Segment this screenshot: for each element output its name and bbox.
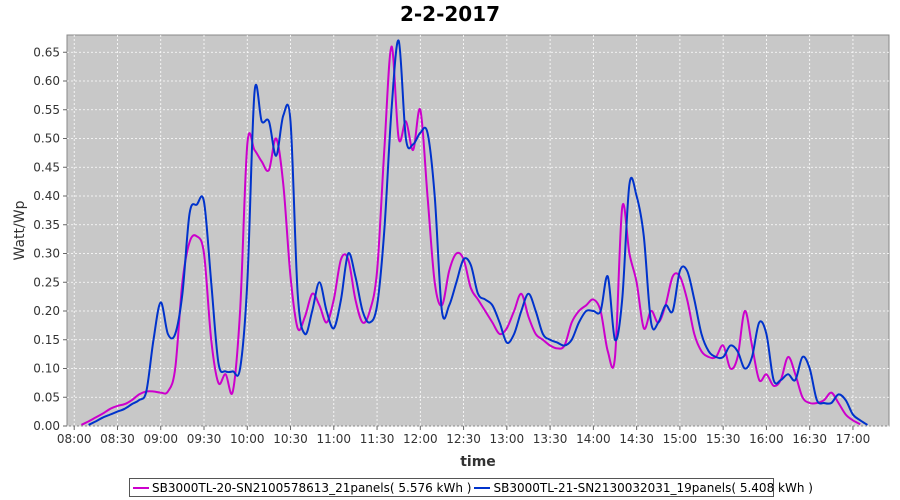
x-tick-label: 10:30 (273, 432, 308, 446)
chart-title: 2-2-2017 (399, 2, 501, 26)
y-tick-label: 0.50 (33, 132, 60, 146)
x-tick-label: 12:30 (446, 432, 481, 446)
y-axis-label: Watt/Wp (12, 200, 28, 260)
y-tick-label: 0.15 (33, 333, 60, 347)
y-tick-label: 0.00 (33, 419, 60, 433)
y-tick-label: 0.05 (33, 390, 60, 404)
x-axis-label: time (460, 454, 496, 470)
x-tick-label: 14:00 (576, 432, 611, 446)
legend-swatch-series-1 (133, 486, 149, 489)
y-tick-label: 0.60 (33, 74, 60, 88)
legend-item-series-1: SB3000TL-20-SN2100578613_21panels( 5.576… (130, 481, 471, 495)
x-tick-label: 08:00 (57, 432, 92, 446)
legend-item-series-2: SB3000TL-21-SN2130032031_19panels( 5.408… (471, 480, 813, 495)
x-tick-label: 08:30 (100, 432, 135, 446)
y-tick-label: 0.20 (33, 304, 60, 318)
legend-label-series-1: SB3000TL-20-SN2100578613_21panels( 5.576… (152, 480, 472, 495)
y-tick-label: 0.40 (33, 189, 60, 203)
x-tick-label: 09:00 (143, 432, 178, 446)
y-tick-label: 0.65 (33, 45, 60, 59)
x-tick-label: 13:30 (533, 432, 568, 446)
y-tick-label: 0.35 (33, 218, 60, 232)
y-tick-label: 0.45 (33, 160, 60, 174)
axes: 0.00 0.05 0.10 0.15 0.20 0.25 0.30 0.35 0.40 0.45… (33, 45, 870, 446)
x-tick-label: 14:30 (619, 432, 654, 446)
x-tick-label: 12:00 (403, 432, 438, 446)
x-tick-label: 15:30 (706, 432, 741, 446)
legend-label-series-2: SB3000TL-21-SN2130032031_19panels( 5.408… (493, 480, 813, 495)
x-tick-label: 16:00 (749, 432, 784, 446)
x-tick-label: 10:00 (230, 432, 265, 446)
x-tick-label: 13:00 (490, 432, 525, 446)
x-tick-label: 16:30 (792, 432, 827, 446)
x-tick-label: 15:00 (663, 432, 698, 446)
y-tick-label: 0.25 (33, 275, 60, 289)
x-tick-label: 09:30 (187, 432, 222, 446)
legend: SB3000TL-20-SN2100578613_21panels( 5.576… (129, 478, 813, 497)
x-tick-label: 11:00 (316, 432, 351, 446)
y-tick-label: 0.30 (33, 247, 60, 261)
y-tick-label: 0.55 (33, 103, 60, 117)
series-lines (80, 39, 868, 426)
x-tick-label: 11:30 (360, 432, 395, 446)
grid-lines (67, 35, 889, 427)
legend-swatch-series-2 (474, 486, 491, 489)
y-tick-label: 0.10 (33, 362, 60, 376)
plot-area (66, 34, 890, 427)
x-tick-label: 17:00 (836, 432, 871, 446)
series-line-2 (88, 39, 868, 426)
